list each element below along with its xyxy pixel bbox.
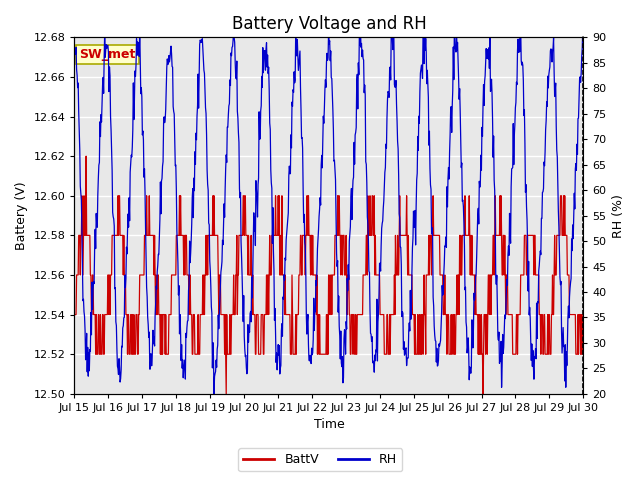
- Title: Battery Voltage and RH: Battery Voltage and RH: [232, 15, 426, 33]
- Y-axis label: Battery (V): Battery (V): [15, 181, 28, 250]
- Text: SW_met: SW_met: [79, 48, 136, 61]
- BattV: [555, 232, 563, 238]
- BattV: [563, 232, 571, 238]
- RH: [563, 363, 571, 369]
- Legend: BattV, RH: BattV, RH: [238, 448, 402, 471]
- BattV: [70, 312, 78, 317]
- RH: [356, 24, 364, 30]
- RH: [70, 48, 78, 54]
- BattV: [95, 351, 103, 357]
- RH: [282, 237, 290, 243]
- BattV: [83, 153, 90, 159]
- RH: [165, 53, 173, 59]
- BattV: [371, 232, 379, 238]
- BattV: [166, 312, 173, 317]
- RH: [579, 38, 587, 44]
- Line: BattV: BattV: [74, 156, 583, 394]
- BattV: [222, 391, 230, 396]
- BattV: [283, 312, 291, 317]
- RH: [371, 358, 379, 363]
- Y-axis label: RH (%): RH (%): [612, 193, 625, 238]
- RH: [210, 391, 218, 396]
- Line: RH: RH: [74, 27, 583, 394]
- BattV: [579, 312, 587, 317]
- RH: [555, 224, 563, 230]
- RH: [95, 162, 102, 168]
- X-axis label: Time: Time: [314, 419, 344, 432]
